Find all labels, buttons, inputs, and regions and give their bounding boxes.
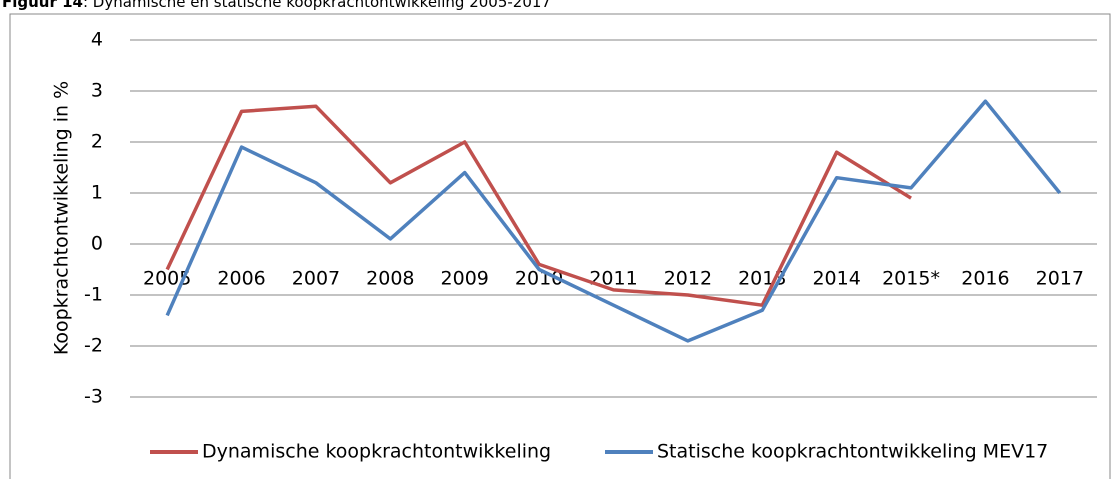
caption-text: : Dynamische en statische koopkrachtontw… <box>83 0 551 11</box>
caption: Figuur 14: Dynamische en statische koopk… <box>2 0 551 11</box>
caption-label: Figuur 14 <box>2 0 83 11</box>
x-tick-label: 2006 <box>217 268 265 290</box>
legend-label: Dynamische koopkrachtontwikkeling <box>202 441 551 463</box>
y-tick-label: -2 <box>84 335 103 357</box>
y-tick-label: 2 <box>91 131 103 153</box>
y-tick-label: -1 <box>84 284 103 306</box>
y-tick-label: 0 <box>91 233 103 255</box>
y-tick-label: 3 <box>91 80 103 102</box>
chart-border <box>9 13 1111 479</box>
x-tick-label: 2017 <box>1036 268 1084 290</box>
x-tick-label: 2007 <box>292 268 340 290</box>
x-tick-label: 2010 <box>515 268 563 290</box>
y-tick-label: 1 <box>91 182 103 204</box>
series-line <box>165 99 1062 343</box>
x-tick-label: 2011 <box>589 268 637 290</box>
x-tick-label: 2016 <box>961 268 1009 290</box>
series-line <box>165 104 912 307</box>
y-axis-label: Koopkrachtontwikkeling in % <box>51 81 73 355</box>
y-tick-label: -3 <box>84 386 103 408</box>
x-tick-label: 2008 <box>366 268 414 290</box>
y-tick-label: 4 <box>91 29 103 51</box>
x-tick-label: 2009 <box>441 268 489 290</box>
legend-label: Statische koopkrachtontwikkeling MEV17 <box>657 441 1048 463</box>
x-tick-label: 2014 <box>812 268 860 290</box>
x-tick-label: 2015* <box>882 268 940 290</box>
x-tick-label: 2012 <box>664 268 712 290</box>
